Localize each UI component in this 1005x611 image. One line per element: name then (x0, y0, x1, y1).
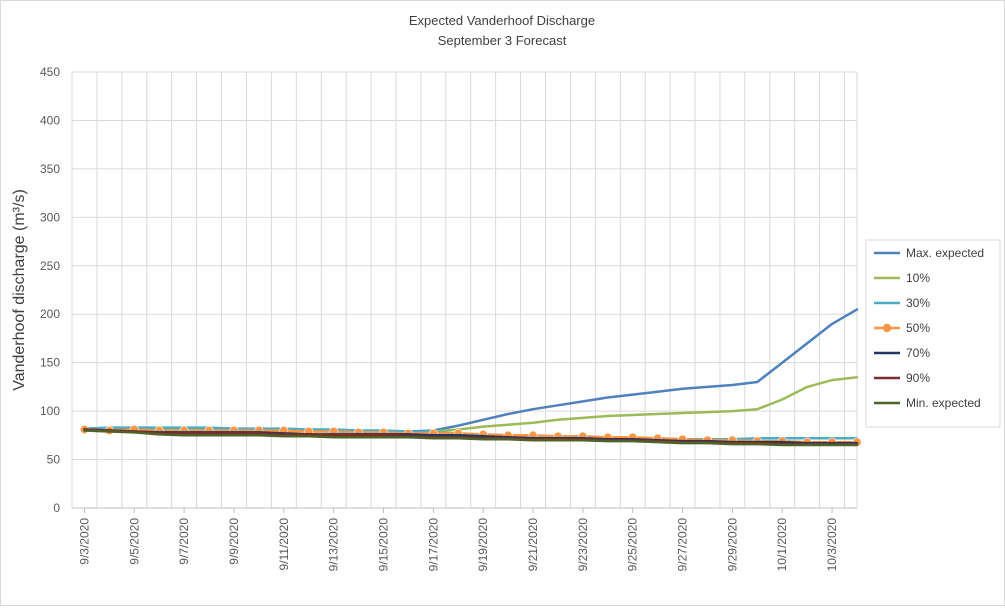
y-tick-label: 100 (40, 404, 60, 418)
legend-marker (882, 323, 892, 333)
series-min-expected (83, 429, 859, 447)
x-tick-label: 9/9/2020 (227, 518, 241, 565)
x-tick-label: 9/17/2020 (426, 518, 440, 572)
y-tick-label: 200 (40, 307, 60, 321)
series-lines (79, 308, 862, 447)
x-tick-label: 9/11/2020 (277, 518, 291, 571)
chart-subtitle: September 3 Forecast (438, 33, 567, 48)
y-tick-label: 50 (47, 453, 61, 467)
legend-label: 30% (906, 296, 930, 310)
legend-label: Min. expected (906, 396, 981, 410)
y-tick-label: 150 (40, 356, 60, 370)
legend-label: 50% (906, 321, 930, 335)
x-tick-label: 9/21/2020 (526, 518, 540, 572)
x-tick-label: 9/23/2020 (576, 518, 590, 572)
x-tick-label: 9/29/2020 (725, 518, 739, 572)
legend-item: 90% (874, 371, 930, 385)
legend-item: 10% (874, 271, 930, 285)
legend-item: 50% (874, 321, 930, 335)
series-line (83, 429, 859, 447)
legend-label: 10% (906, 271, 930, 285)
legend-item: Max. expected (874, 246, 984, 260)
y-tick-label: 0 (53, 501, 60, 515)
legend-item: 70% (874, 346, 930, 360)
legend-box (865, 239, 1001, 428)
chart-title: Expected Vanderhoof Discharge (409, 13, 595, 28)
x-tick-label: 9/19/2020 (476, 518, 490, 572)
x-tick-label: 9/27/2020 (676, 518, 690, 572)
x-tick-label: 9/15/2020 (377, 518, 391, 572)
x-tick-label: 9/13/2020 (327, 518, 341, 572)
x-tick-label: 10/1/2020 (775, 518, 789, 572)
legend-item: 30% (874, 296, 930, 310)
x-tick-label: 9/3/2020 (77, 518, 91, 565)
x-tick-label: 9/7/2020 (177, 518, 191, 565)
y-tick-label: 450 (40, 65, 60, 79)
legend-label: 70% (906, 346, 930, 360)
legend-item: Min. expected (874, 396, 981, 410)
legend-label: 90% (906, 371, 930, 385)
y-tick-label: 250 (40, 259, 60, 273)
x-tick-label: 9/5/2020 (127, 518, 141, 565)
axes: 0 50 100 150 200 250 300 350 400 450 9/3/2020 9/5/2… (40, 65, 857, 571)
x-tick-label: 10/3/2020 (825, 518, 839, 572)
legend: Max. expected 10% 30% 50% 70% 90% Min. expecte… (865, 239, 1001, 428)
y-tick-label: 300 (40, 210, 60, 224)
legend-label: Max. expected (906, 246, 984, 260)
y-tick-label: 400 (40, 113, 60, 127)
x-tick-label: 9/25/2020 (626, 518, 640, 572)
y-tick-label: 350 (40, 162, 60, 176)
y-axis-label: Vanderhoof discharge (m³/s) (11, 189, 28, 391)
